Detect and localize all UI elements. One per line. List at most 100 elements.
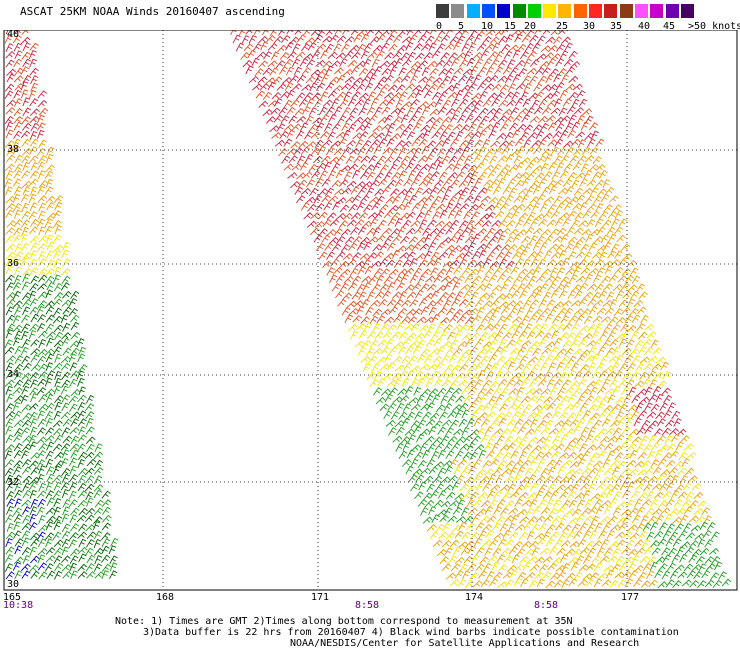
wind-barb	[566, 451, 577, 459]
wind-barb	[429, 108, 440, 116]
wind-barb	[501, 547, 511, 556]
wind-barb	[669, 531, 679, 540]
wind-barb	[381, 67, 391, 76]
wind-barb	[13, 58, 23, 68]
wind-barb	[326, 146, 335, 156]
wind-barb	[544, 313, 554, 323]
wind-barb	[404, 345, 414, 355]
wind-barb	[583, 291, 594, 299]
wind-barb	[608, 355, 619, 363]
wind-barb	[647, 355, 658, 363]
wind-barb	[358, 211, 369, 220]
wind-barb	[28, 434, 37, 444]
wind-barb	[532, 505, 542, 515]
wind-barb	[513, 338, 523, 347]
wind-barb	[556, 571, 567, 580]
wind-barb	[421, 43, 431, 51]
wind-barb	[286, 129, 295, 139]
wind-barb	[478, 449, 487, 459]
wind-barb	[595, 505, 605, 515]
wind-barb	[348, 203, 358, 212]
wind-barb	[12, 314, 21, 324]
wind-barb	[463, 371, 473, 380]
wind-barb	[405, 385, 414, 395]
wind-barb	[441, 116, 452, 124]
wind-barb	[625, 379, 635, 388]
wind-barb	[494, 66, 504, 75]
wind-barb	[359, 236, 370, 244]
wind-barb	[383, 210, 394, 219]
wind-barb	[557, 465, 566, 475]
wind-barb	[444, 244, 455, 252]
wind-barb	[679, 475, 688, 484]
wind-barb	[488, 499, 498, 508]
wind-barb	[420, 428, 430, 436]
wind-barb	[614, 452, 624, 460]
wind-barb	[412, 163, 422, 172]
wind-barb	[13, 474, 22, 484]
wind-barb	[400, 436, 410, 444]
wind-barb	[424, 233, 433, 243]
wind-barb	[562, 322, 573, 331]
wind-barb	[38, 107, 49, 116]
wind-barb	[594, 218, 604, 228]
wind-barb	[571, 548, 582, 557]
wind-barb	[523, 323, 533, 332]
wind-barb	[567, 290, 577, 300]
wind-barb	[300, 43, 311, 52]
wind-barb	[630, 290, 640, 299]
wind-barb	[267, 81, 277, 91]
wind-barb	[408, 474, 418, 483]
wind-barb	[410, 178, 420, 187]
wind-barb	[291, 163, 302, 171]
wind-barb	[548, 83, 558, 92]
wind-barb	[340, 268, 351, 276]
wind-barb	[323, 202, 333, 211]
wind-barb	[486, 227, 496, 236]
wind-barb	[661, 427, 672, 436]
wind-barb	[296, 172, 307, 180]
wind-barb	[526, 330, 536, 340]
wind-barb	[634, 339, 644, 349]
wind-barb	[357, 147, 367, 156]
wind-barb	[483, 282, 493, 292]
wind-barb	[502, 491, 512, 501]
wind-barb	[518, 67, 528, 77]
wind-barb	[377, 76, 388, 85]
wind-barb	[366, 371, 376, 381]
wind-barb	[510, 514, 520, 524]
wind-barb	[593, 195, 602, 205]
wind-barb	[555, 43, 566, 52]
wind-barb	[503, 251, 512, 260]
wind-barb	[275, 60, 286, 69]
wind-barb	[606, 370, 616, 379]
wind-barb	[465, 300, 475, 309]
wind-barb	[526, 370, 536, 380]
wind-barb	[548, 546, 558, 556]
wind-barb	[38, 515, 46, 525]
wind-barb	[530, 457, 539, 467]
wind-barb	[547, 203, 557, 213]
wind-barb	[474, 378, 484, 388]
wind-barb	[317, 68, 328, 77]
wind-barb	[529, 75, 538, 84]
wind-barb	[520, 395, 531, 404]
wind-barb	[46, 515, 56, 524]
wind-barb	[101, 490, 111, 499]
graticule	[4, 30, 737, 590]
wind-barb	[414, 89, 424, 99]
wind-barb	[5, 170, 14, 180]
wind-barb	[416, 394, 425, 404]
wind-barb	[508, 283, 518, 293]
wind-barb	[243, 43, 254, 52]
wind-barb	[698, 563, 707, 573]
wind-barb	[355, 60, 366, 68]
wind-barb	[635, 523, 645, 532]
wind-barb	[451, 298, 461, 307]
wind-barb	[435, 139, 445, 148]
wind-barb	[295, 92, 306, 101]
wind-barb	[30, 275, 40, 284]
wind-barb	[571, 179, 580, 189]
wind-barb	[480, 579, 490, 588]
wind-barb	[303, 212, 314, 220]
